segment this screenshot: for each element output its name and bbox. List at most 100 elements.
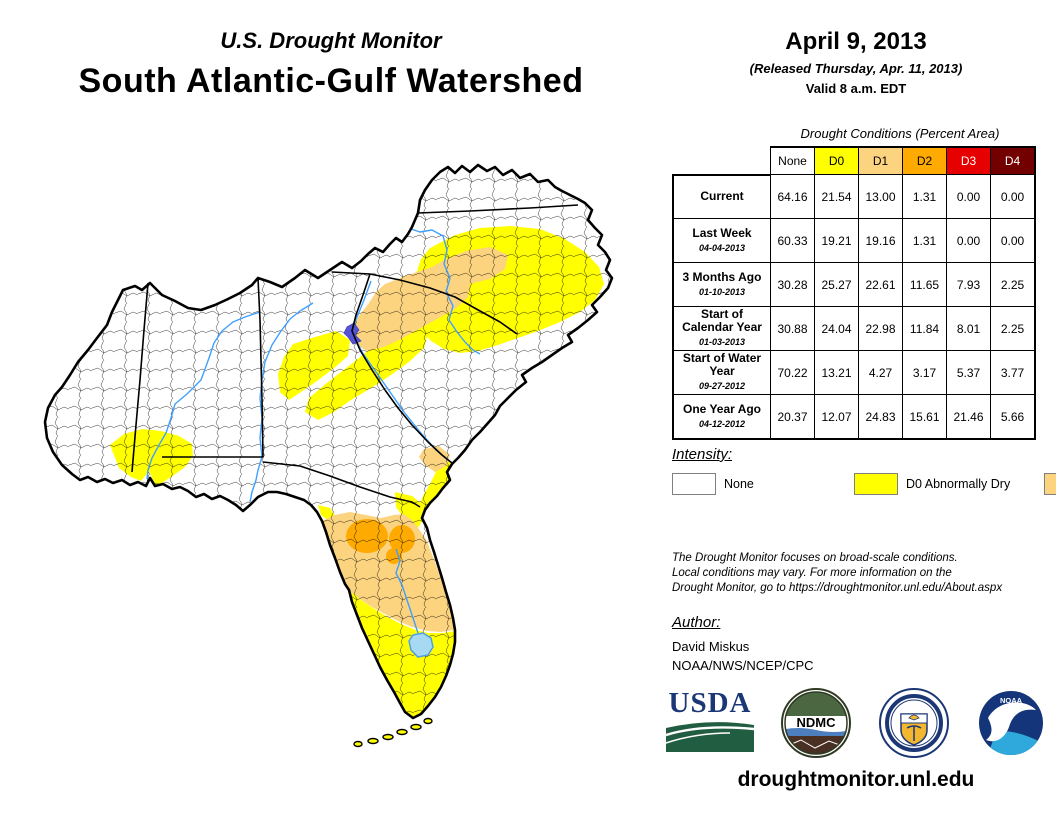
row-date: 04-04-2013 (698, 242, 746, 253)
nc-va-border (417, 204, 579, 214)
cell: 1.31 (902, 218, 947, 263)
author-name: David Miskus (672, 639, 750, 654)
cell: 12.07 (814, 394, 859, 440)
usda-logo-text: USDA (668, 686, 752, 719)
legend-item-d0: D0 Abnormally Dry (854, 471, 1044, 497)
row-label: Start of Calendar Year (682, 307, 762, 334)
row-label: 3 Months Ago (682, 269, 762, 284)
legend-label: None (724, 477, 754, 491)
cell: 7.93 (946, 262, 991, 307)
row-label: Start of Water Year (682, 351, 762, 378)
cell: 3.17 (902, 350, 947, 395)
site-url: droughtmonitor.unl.edu (737, 768, 975, 791)
cell: 21.46 (946, 394, 991, 440)
row-label: Last Week (692, 225, 752, 240)
ndmc-logo-text: NDMC (797, 715, 837, 730)
col-d4: D4 (990, 146, 1036, 175)
cell: 24.83 (858, 394, 903, 440)
cell: 8.01 (946, 306, 991, 351)
cell: 11.84 (902, 306, 947, 351)
d0-swatch (854, 473, 898, 495)
map-date: April 9, 2013 (785, 28, 927, 55)
tombigbee-river (146, 311, 261, 480)
table-row: Current 64.16 21.54 13.00 1.31 0.00 0.00 (672, 173, 1036, 219)
watershed-map-svg (43, 163, 614, 748)
intensity-legend: Intensity: None D0 Abnormally Dry D1 Mod… (672, 446, 1056, 497)
row-label: Current (700, 189, 744, 204)
cell: 22.98 (858, 306, 903, 351)
conditions-table-title: Drought Conditions (Percent Area) (800, 126, 1000, 141)
author-title: Author: (672, 614, 721, 631)
table-row: Start of Calendar Year 01-03-2013 30.88 2… (672, 306, 1036, 351)
usda-field-graphic (665, 721, 755, 752)
legend-label: D0 Abnormally Dry (906, 477, 1011, 491)
row-label: One Year Ago (682, 401, 762, 416)
region-title: South Atlantic-Gulf Watershed (78, 62, 584, 100)
usda-logo: USDA (665, 686, 755, 757)
cell: 24.04 (814, 306, 859, 351)
noaa-logo: NOAA (978, 691, 1043, 755)
author-org: NOAA/NWS/NCEP/CPC (672, 658, 814, 673)
nc-sc-border (331, 271, 518, 335)
row-date: 04-12-2012 (698, 418, 746, 429)
disclaimer-line: Drought Monitor, go to https://droughtmo… (672, 582, 1003, 594)
agency-logos: USDA NDMC (665, 686, 1046, 758)
cell: 13.21 (814, 350, 859, 395)
cell: 0.00 (990, 174, 1036, 219)
ms-al-border (131, 282, 149, 473)
col-none: None (770, 146, 815, 175)
cell: 0.00 (946, 218, 991, 263)
row-date: 01-03-2013 (698, 337, 746, 347)
st-johns-river (395, 548, 419, 634)
none-swatch (672, 473, 716, 495)
cell: 13.00 (858, 174, 903, 219)
lake-okeechobee (408, 632, 434, 658)
cell: 0.00 (946, 174, 991, 219)
date-block: April 9, 2013 (Released Thursday, Apr. 1… (660, 28, 1052, 96)
disclaimer-text: The Drought Monitor focuses on broad-sca… (672, 551, 1056, 596)
release-date: (Released Thursday, Apr. 11, 2013) (749, 61, 963, 76)
cell: 5.66 (990, 394, 1036, 440)
cell: 20.37 (770, 394, 815, 440)
cell: 5.37 (946, 350, 991, 395)
table-corner-cell (673, 147, 771, 175)
table-row: 3 Months Ago 01-10-2013 30.28 25.27 22.61… (672, 262, 1036, 307)
col-d1: D1 (858, 146, 903, 175)
report-title: U.S. Drought Monitor (220, 28, 442, 53)
cell: 30.88 (770, 306, 815, 351)
cell: 2.25 (990, 262, 1036, 307)
state-borders (131, 204, 579, 508)
florida-keys (353, 717, 433, 748)
cell: 3.77 (990, 350, 1036, 395)
table-row: Last Week 04-04-2013 60.33 19.21 19.16 1.… (672, 218, 1036, 263)
cell: 11.65 (902, 262, 947, 307)
county-boundaries (45, 165, 612, 718)
ndmc-logo: NDMC (781, 688, 852, 758)
cell: 19.21 (814, 218, 859, 263)
col-d0: D0 (814, 146, 859, 175)
row-date: 01-10-2013 (698, 286, 746, 297)
watershed-boundary (43, 163, 614, 720)
conditions-table: None D0 D1 D2 D3 D4 Current 64.16 21.54 … (672, 146, 1036, 440)
d1-swatch (1044, 473, 1056, 495)
cell: 0.00 (990, 218, 1036, 263)
chattahoochee-river (249, 302, 314, 503)
title-block: U.S. Drought Monitor South Atlantic-Gulf… (6, 28, 656, 101)
table-row: Start of Water Year 09-27-2012 70.22 13.2… (672, 350, 1036, 395)
cell: 25.27 (814, 262, 859, 307)
col-d3: D3 (946, 146, 991, 175)
cell: 64.16 (770, 174, 815, 219)
al-ga-border (257, 277, 264, 458)
cell: 15.61 (902, 394, 947, 440)
author-block: Author: David Miskus NOAA/NWS/NCEP/CPC (672, 614, 814, 673)
row-date: 09-27-2012 (698, 381, 746, 391)
ga-sc-border (351, 273, 453, 464)
legend-item-d1: D1 Moderate Drought (1044, 471, 1056, 497)
cell: 19.16 (858, 218, 903, 263)
disclaimer-line: The Drought Monitor focuses on broad-sca… (672, 552, 958, 564)
pee-dee-river (407, 227, 481, 355)
drought-map (0, 140, 660, 800)
doc-seal-logo (878, 688, 949, 758)
cell: 70.22 (770, 350, 815, 395)
